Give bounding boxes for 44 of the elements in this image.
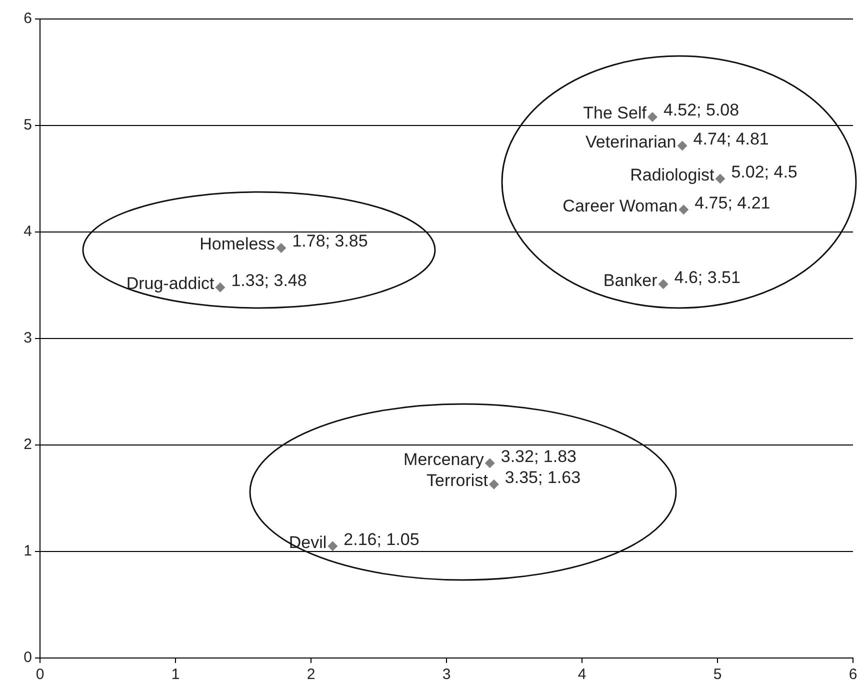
- y-tick-label: 1: [24, 542, 32, 560]
- annotation: Career Woman: [562, 196, 678, 216]
- x-tick-label: 2: [306, 666, 316, 684]
- x-tick-label: 0: [36, 666, 44, 684]
- x-tick-label: 3: [442, 666, 451, 684]
- point: [484, 458, 495, 468]
- annotation: Radiologist: [630, 165, 714, 184]
- point: [647, 112, 658, 122]
- annotation: Veterinarian: [586, 132, 676, 152]
- data-label: 4.6; 3.51: [674, 268, 740, 287]
- y-tick-label: 2: [24, 436, 32, 454]
- annotation: The Self: [583, 104, 647, 123]
- point: [215, 282, 226, 292]
- data-label: 3.35; 1.63: [504, 468, 581, 488]
- point: [658, 279, 668, 290]
- y-tick-label: 3: [24, 330, 32, 347]
- x-tick-label: 6: [848, 666, 858, 684]
- point: [276, 242, 286, 253]
- point: [328, 541, 338, 552]
- point: [488, 479, 499, 490]
- y-tick-label: 0: [24, 649, 32, 666]
- annotation: Mercenary: [404, 450, 484, 469]
- x-tick-label: 5: [713, 666, 722, 684]
- data-label: 5.02; 4.5: [731, 162, 798, 182]
- point: [715, 174, 726, 184]
- data-label: 4.75; 4.21: [694, 193, 770, 212]
- data-label: 3.32; 1.83: [500, 446, 576, 466]
- annotation: Terrorist: [426, 471, 488, 490]
- x-tick-label: 4: [578, 666, 586, 684]
- annotation: Drug-addict: [126, 274, 214, 294]
- point: [677, 140, 688, 151]
- data-label: 2.16; 1.05: [344, 530, 420, 549]
- x-tick-label: 1: [171, 666, 180, 684]
- y-tick-label: 4: [24, 223, 32, 240]
- annotation: Banker: [603, 270, 658, 290]
- data-label: 4.74; 4.81: [693, 129, 769, 148]
- data-label: 1.33; 3.48: [231, 271, 307, 290]
- annotation: Homeless: [200, 234, 276, 254]
- annotation: Devil: [288, 532, 327, 552]
- data-label: 1.78; 3.85: [292, 232, 368, 251]
- point: [678, 204, 689, 215]
- y-tick-label: 6: [24, 10, 32, 28]
- data-label: 4.52; 5.08: [663, 100, 740, 120]
- y-tick-label: 5: [24, 116, 32, 134]
